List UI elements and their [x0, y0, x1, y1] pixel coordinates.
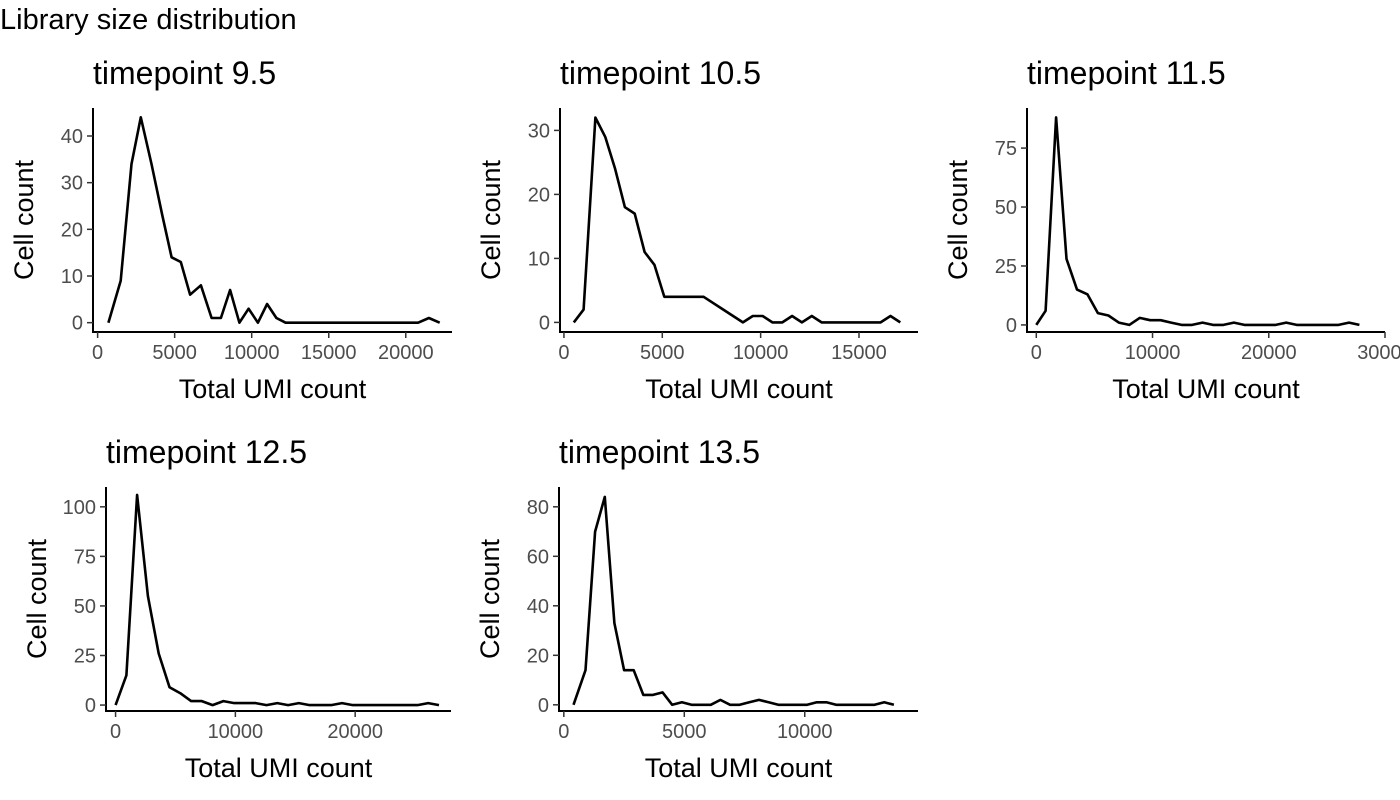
y-axis-label: Cell count [22, 538, 52, 659]
x-tick-label: 5000 [640, 342, 685, 364]
y-axis-label: Cell count [475, 538, 505, 659]
x-axis-label: Total UMI count [179, 374, 367, 404]
x-tick-label: 15000 [831, 342, 887, 364]
y-tick-label: 75 [995, 138, 1017, 160]
x-tick-label: 10000 [224, 342, 280, 364]
y-tick-label: 40 [527, 596, 549, 618]
x-tick-label: 0 [1031, 342, 1042, 364]
panel-title: timepoint 13.5 [559, 434, 760, 470]
y-tick-label: 100 [63, 497, 96, 519]
y-tick-label: 40 [61, 126, 83, 148]
x-tick-label: 5000 [152, 342, 197, 364]
x-tick-label: 10000 [1125, 342, 1181, 364]
y-tick-label: 25 [995, 256, 1017, 278]
y-tick-label: 50 [995, 197, 1017, 219]
y-tick-label: 75 [74, 546, 96, 568]
y-tick-label: 80 [527, 497, 549, 519]
y-tick-label: 60 [527, 546, 549, 568]
series-line [574, 497, 894, 705]
y-tick-label: 20 [527, 645, 549, 667]
x-tick-label: 0 [110, 721, 121, 743]
y-axis-label: Cell count [9, 159, 39, 280]
x-tick-label: 20000 [378, 342, 434, 364]
y-tick-label: 0 [538, 695, 549, 717]
series-line [1036, 117, 1359, 325]
y-tick-label: 0 [85, 695, 96, 717]
x-tick-label: 0 [92, 342, 103, 364]
y-tick-label: 50 [74, 596, 96, 618]
panel-1: timepoint 9.5 0 5000 10000 15000 20000 0 10 20 30… [9, 55, 452, 404]
x-axis-label: Total UMI count [1112, 374, 1300, 404]
x-tick-label: 15000 [301, 342, 357, 364]
y-tick-label: 0 [72, 313, 83, 335]
panel-5: timepoint 13.5 0 5000 10000 0 20 40 60 80 Total U… [475, 434, 918, 783]
y-axis-label: Cell count [476, 159, 506, 280]
x-tick-label: 5000 [662, 721, 707, 743]
y-tick-label: 30 [528, 120, 550, 142]
x-tick-label: 0 [558, 721, 569, 743]
y-tick-label: 25 [74, 645, 96, 667]
series-line [574, 118, 901, 323]
series-line [116, 495, 439, 705]
x-tick-label: 10000 [733, 342, 789, 364]
x-tick-label: 10000 [777, 721, 833, 743]
y-tick-label: 20 [528, 184, 550, 206]
x-axis-label: Total UMI count [645, 753, 833, 783]
panel-2: timepoint 10.5 0 5000 10000 15000 0 10 20 30 Tota… [476, 55, 918, 404]
panel-title: timepoint 12.5 [106, 434, 307, 470]
y-tick-label: 0 [1006, 315, 1017, 337]
x-axis-label: Total UMI count [645, 374, 833, 404]
x-tick-label: 20000 [327, 721, 383, 743]
y-tick-label: 20 [61, 219, 83, 241]
x-tick-label: 0 [558, 342, 569, 364]
y-tick-label: 10 [61, 266, 83, 288]
x-tick-label: 20000 [1241, 342, 1297, 364]
series-line [108, 117, 439, 322]
y-axis-label: Cell count [943, 159, 973, 280]
panel-title: timepoint 10.5 [560, 55, 761, 91]
y-tick-label: 10 [528, 248, 550, 270]
panel-title: timepoint 9.5 [93, 55, 276, 91]
y-tick-label: 0 [539, 312, 550, 334]
panel-4: timepoint 12.5 0 10000 20000 0 25 50 75 100 Total… [22, 434, 451, 783]
x-axis-label: Total UMI count [185, 753, 373, 783]
panel-title: timepoint 11.5 [1027, 55, 1226, 91]
y-tick-label: 30 [61, 173, 83, 195]
x-tick-label: 10000 [208, 721, 264, 743]
